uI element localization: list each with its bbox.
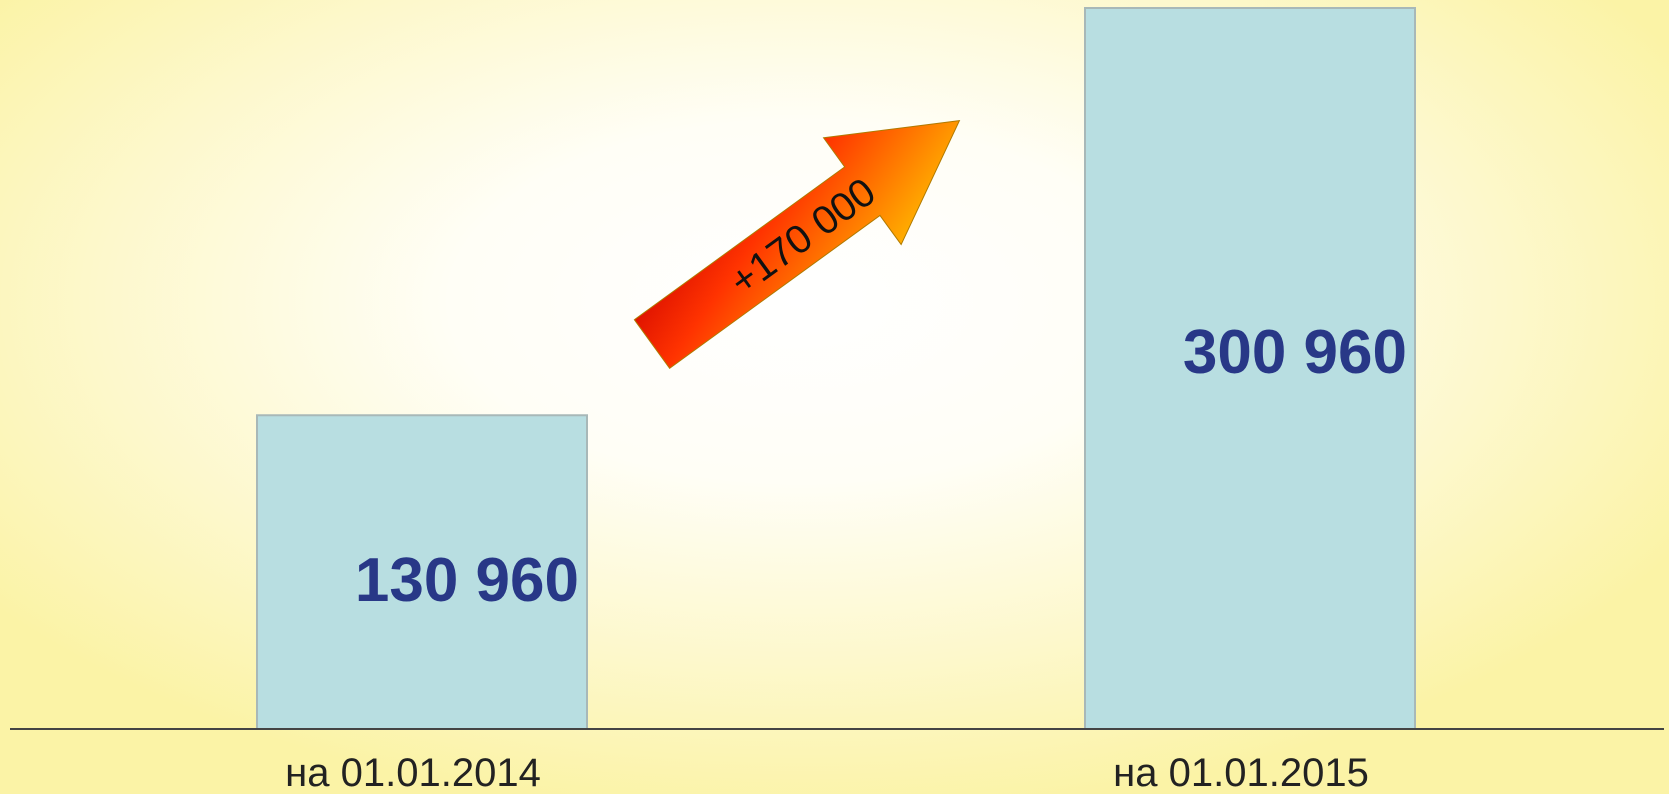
category-label-2014: на 01.01.2014 [285, 751, 541, 794]
bars-group [256, 7, 1416, 730]
arrow-shape [633, 120, 961, 369]
growth-arrow: +170 000 [633, 120, 961, 369]
arrow-label: +170 000 [722, 170, 884, 304]
category-label-2015: на 01.01.2015 [1113, 751, 1369, 794]
value-label-2014: 130 960 [355, 546, 579, 615]
value-labels: 130 960 300 960 [355, 318, 1407, 615]
bar-2015 [1084, 7, 1416, 730]
value-label-2015: 300 960 [1183, 318, 1407, 387]
bar-2014 [256, 414, 588, 730]
category-labels: на 01.01.2014 на 01.01.2015 [285, 751, 1369, 794]
